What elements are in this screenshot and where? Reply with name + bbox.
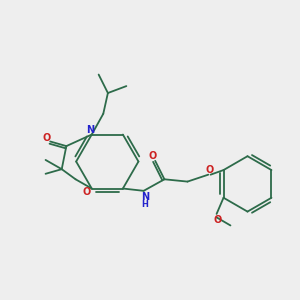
- Text: O: O: [43, 133, 51, 143]
- Text: N: N: [141, 192, 149, 202]
- Text: O: O: [83, 187, 91, 197]
- Text: O: O: [205, 165, 214, 175]
- Text: O: O: [214, 215, 222, 225]
- Text: H: H: [141, 200, 148, 209]
- Text: N: N: [86, 125, 94, 135]
- Text: O: O: [149, 151, 157, 161]
